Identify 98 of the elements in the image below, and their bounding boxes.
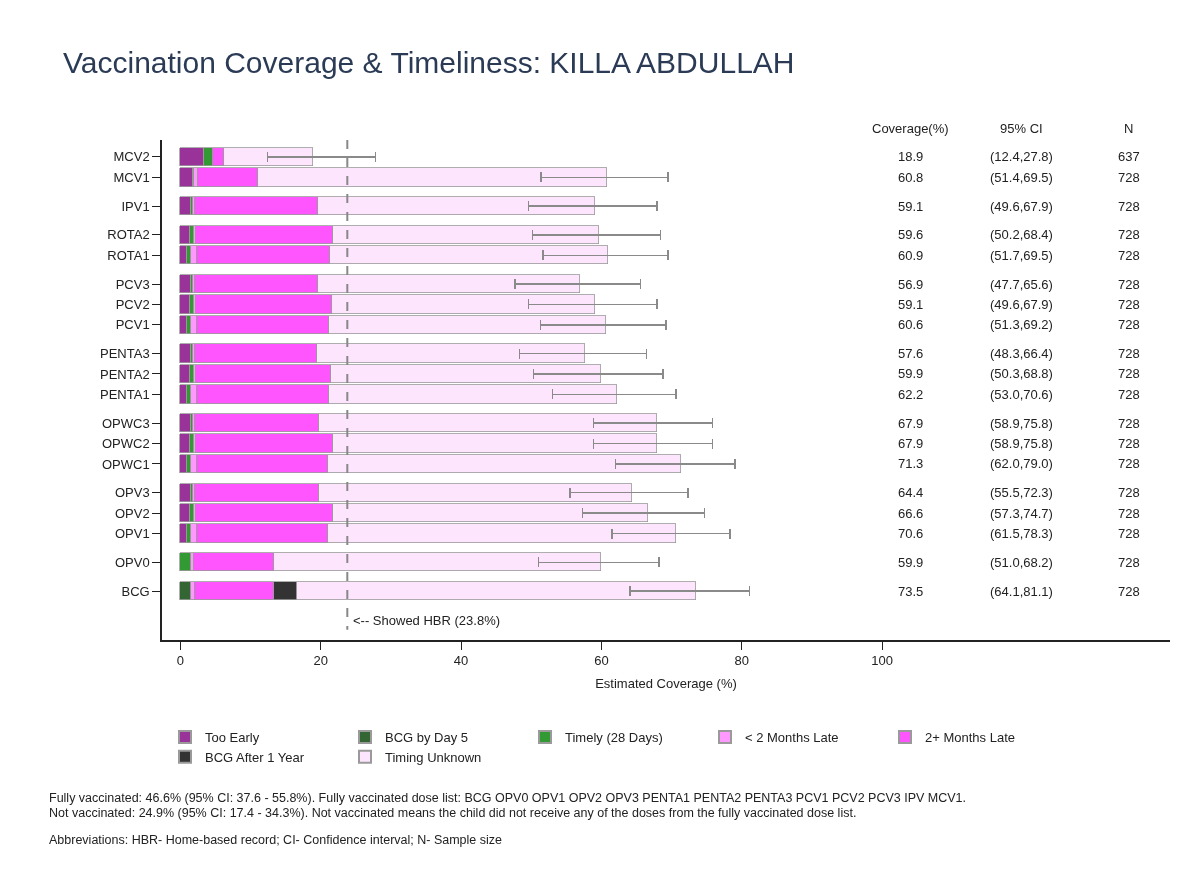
- annotation: 728: [1118, 199, 1140, 214]
- y-tick-label: OPWC3: [101, 415, 150, 431]
- annotation: 67.9: [898, 436, 924, 451]
- y-tick-label: PCV1: [115, 317, 150, 333]
- annotation: (48.3,66.4): [990, 346, 1053, 361]
- annotation: (58.9,75.8): [990, 436, 1053, 451]
- annotation: 728: [1118, 456, 1140, 471]
- annotation: 18.9: [898, 149, 924, 164]
- annotation: 728: [1118, 416, 1140, 431]
- annotation: 728: [1118, 170, 1140, 185]
- annotation: (50.2,68.4): [990, 227, 1053, 242]
- annotation: (55.5,72.3): [990, 485, 1053, 500]
- text: Not vaccinated: 24.9% (95% CI: 17.4 - 34.3%). Not vaccinated means the child did not receive any of the doses from the fully vaccinated dose list.: [49, 806, 857, 820]
- annotation: (12.4,27.8): [990, 149, 1053, 164]
- annotation: (62.0,79.0): [990, 456, 1053, 471]
- y-tick-label: PENTA3: [100, 346, 150, 362]
- y-tick-label: PCV3: [115, 276, 150, 292]
- y-tick-label: MCV1: [113, 169, 150, 185]
- x-tick-label: 0: [176, 653, 184, 669]
- ref-line-label: <-- Showed HBR (23.8%): [353, 613, 501, 628]
- y-tick-label: PENTA2: [100, 366, 150, 382]
- annotation: 60.6: [898, 317, 924, 332]
- annotation: (49.6,67.9): [990, 297, 1053, 312]
- annotation: 56.9: [898, 277, 924, 292]
- annotation: (64.1,81.1): [990, 584, 1053, 599]
- annotation: 66.6: [898, 506, 924, 521]
- y-tick-label: PCV2: [115, 296, 150, 312]
- annotation: 728: [1118, 584, 1140, 599]
- annotation: 728: [1118, 436, 1140, 451]
- chart-title: Vaccination Coverage & Timeliness: KILLA ABDULLAH: [63, 45, 795, 79]
- annotation: (51.0,68.2): [990, 555, 1053, 570]
- annotation: 728: [1118, 506, 1140, 521]
- annotation: 728: [1118, 555, 1140, 570]
- annotation: 728: [1118, 387, 1140, 402]
- annotation: (50.3,68.8): [990, 366, 1053, 381]
- annotation: 71.3: [898, 456, 924, 471]
- annotation: 728: [1118, 317, 1140, 332]
- annotation: 67.9: [898, 416, 924, 431]
- annotation: (51.4,69.5): [990, 170, 1053, 185]
- annotation: (61.5,78.3): [990, 526, 1053, 541]
- annotation: (58.9,75.8): [990, 416, 1053, 431]
- y-tick-label: OPWC2: [101, 436, 150, 452]
- x-tick-label: 60: [594, 653, 609, 669]
- annotation: 60.8: [898, 170, 924, 185]
- annotation: 728: [1118, 248, 1140, 263]
- legend-label: < 2 Months Late: [745, 730, 839, 746]
- y-tick-label: BCG: [121, 583, 150, 599]
- x-tick-label: 100: [871, 653, 894, 669]
- annotation: 57.6: [898, 346, 924, 361]
- y-tick-label: OPV3: [114, 485, 150, 501]
- text: Coverage(%): [872, 121, 949, 136]
- annotation: 637: [1118, 149, 1140, 164]
- annotation: 728: [1118, 227, 1140, 242]
- annotation: 728: [1118, 485, 1140, 500]
- text: 95% CI: [1000, 121, 1043, 136]
- annotation: 59.1: [898, 199, 924, 214]
- y-tick-label: OPV2: [114, 505, 150, 521]
- x-tick-label: 20: [313, 653, 328, 669]
- text: N: [1124, 121, 1134, 136]
- y-tick-label: PENTA1: [100, 386, 150, 402]
- x-axis-title: Estimated Coverage (%): [595, 676, 737, 692]
- y-tick-label: IPV1: [121, 198, 150, 214]
- x-tick-label: 40: [453, 653, 469, 669]
- annotation: 73.5: [898, 584, 924, 599]
- legend-label: Timely (28 Days): [565, 730, 663, 746]
- annotation: (57.3,74.7): [990, 506, 1053, 521]
- y-tick-label: OPV0: [114, 554, 150, 570]
- legend-label: Too Early: [205, 730, 260, 746]
- annotation: 60.9: [898, 248, 924, 263]
- legend-label: BCG After 1 Year: [205, 749, 305, 765]
- legend-label: Timing Unknown: [385, 749, 482, 765]
- annotation: 59.1: [898, 297, 924, 312]
- y-tick-label: OPV1: [114, 526, 150, 542]
- annotation: 59.9: [898, 366, 924, 381]
- y-tick-label: ROTA2: [107, 227, 150, 243]
- annotation: (49.6,67.9): [990, 199, 1053, 214]
- annotation: 62.2: [898, 387, 924, 402]
- y-tick-label: OPWC1: [101, 456, 150, 472]
- annotation: 728: [1118, 366, 1140, 381]
- text: Fully vaccinated: 46.6% (95% CI: 37.6 - 55.8%). Fully vaccinated dose list: BCG OPV0 OPV1 OPV2 OPV3 PENTA1 PENTA2 PENTA3 PCV1 PCV2 PCV3 IPV MCV1.: [49, 791, 967, 805]
- y-tick-label: MCV2: [113, 149, 150, 165]
- x-tick-label: 80: [734, 653, 750, 669]
- annotation: (53.0,70.6): [990, 387, 1053, 402]
- y-tick-label: ROTA1: [107, 247, 150, 263]
- annotation: (47.7,65.6): [990, 277, 1053, 292]
- annotation: 64.4: [898, 485, 924, 500]
- legend-label: BCG by Day 5: [385, 730, 469, 746]
- annotation: (51.3,69.2): [990, 317, 1053, 332]
- annotation: 728: [1118, 277, 1140, 292]
- annotation: 728: [1118, 526, 1140, 541]
- annotation: 728: [1118, 346, 1140, 361]
- annotation: 59.9: [898, 555, 924, 570]
- annotation: 70.6: [898, 526, 924, 541]
- annotation: 59.6: [898, 227, 924, 242]
- annotation: (51.7,69.5): [990, 248, 1053, 263]
- annotation: 728: [1118, 297, 1140, 312]
- text: Abbreviations: HBR- Home-based record; CI- Confidence interval; N- Sample size: [49, 833, 503, 847]
- legend-label: 2+ Months Late: [925, 730, 1015, 746]
